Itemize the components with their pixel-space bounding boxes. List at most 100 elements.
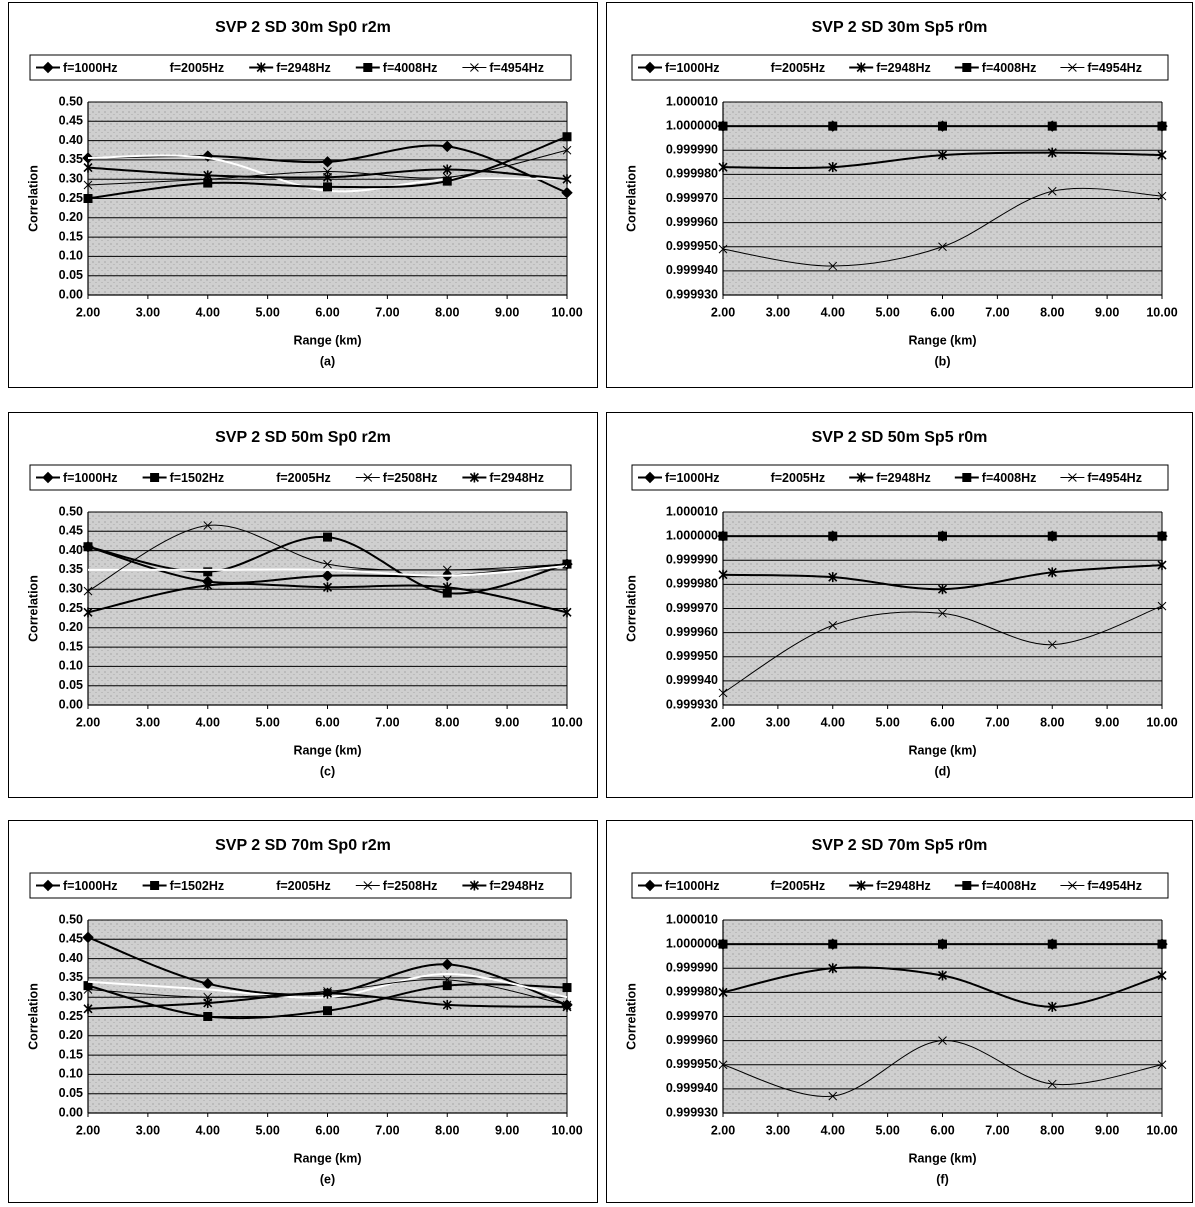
legend-label: f=4954Hz	[1087, 471, 1142, 485]
y-tick-label: 0.30	[59, 171, 83, 185]
x-tick-label: 10.00	[1146, 1123, 1177, 1137]
y-axis-label: Correlation	[26, 983, 40, 1050]
chart-panel: SVP 2 SD 30m Sp0 r2m 0.00 0.05 0.10 0.15 0.20…	[8, 2, 598, 388]
y-axis-label: Correlation	[26, 575, 40, 642]
data-point	[322, 988, 333, 999]
x-tick-label: 7.00	[985, 715, 1009, 729]
y-tick-label: 1.000010	[666, 94, 718, 108]
x-axis-label: Range (km)	[908, 743, 976, 757]
y-tick-label: 0.10	[59, 659, 83, 673]
data-point	[937, 584, 948, 595]
x-axis-label: Range (km)	[293, 1151, 361, 1165]
legend-symbol	[962, 473, 972, 482]
data-point	[562, 607, 572, 618]
data-point	[442, 164, 452, 175]
legend-label: f=2005Hz	[771, 471, 826, 485]
data-point	[562, 145, 572, 155]
y-tick-label: 0.15	[59, 639, 83, 653]
data-point	[83, 586, 93, 596]
x-tick-label: 3.00	[136, 715, 160, 729]
data-point	[442, 975, 452, 985]
x-tick-label: 5.00	[875, 715, 899, 729]
x-tick-label: 2.00	[711, 305, 735, 319]
y-tick-label: 0.35	[59, 152, 83, 166]
y-tick-label: 0.999980	[666, 167, 718, 181]
y-tick-label: 1.000010	[666, 504, 718, 518]
legend-label: f=1000Hz	[665, 471, 720, 485]
legend-label: f=4008Hz	[982, 879, 1037, 893]
y-axis-label: Correlation	[624, 165, 638, 232]
x-tick-label: 7.00	[375, 1123, 399, 1137]
panel-label: (f)	[936, 1172, 949, 1186]
legend-label: f=1000Hz	[665, 61, 720, 75]
y-tick-label: 0.10	[59, 249, 83, 263]
data-point	[323, 532, 332, 542]
chart-title: SVP 2 SD 30m Sp5 r0m	[812, 19, 988, 36]
legend-symbol	[856, 880, 866, 891]
legend-symbol	[470, 63, 479, 72]
x-tick-label: 5.00	[255, 305, 279, 319]
data-point	[718, 531, 728, 541]
data-point	[828, 621, 838, 630]
data-point	[718, 121, 728, 131]
y-tick-label: 0.999970	[666, 1009, 718, 1023]
x-tick-label: 7.00	[985, 305, 1009, 319]
y-tick-label: 1.000010	[666, 912, 718, 926]
y-tick-label: 0.15	[59, 1047, 83, 1061]
x-axis-label: Range (km)	[293, 333, 361, 347]
x-tick-label: 7.00	[985, 1123, 1009, 1137]
x-tick-label: 2.00	[76, 305, 100, 319]
y-tick-label: 0.999940	[666, 1081, 718, 1095]
y-tick-label: 0.05	[59, 1086, 83, 1100]
legend-label: f=2005Hz	[276, 879, 331, 893]
legend-label: f=4954Hz	[489, 61, 544, 75]
data-point	[323, 1006, 332, 1016]
chart-title: SVP 2 SD 50m Sp5 r0m	[812, 429, 988, 446]
legend-symbol	[150, 473, 160, 482]
x-tick-label: 6.00	[315, 1123, 339, 1137]
x-tick-label: 6.00	[930, 715, 954, 729]
legend-label: f=2508Hz	[383, 879, 438, 893]
y-tick-label: 0.25	[59, 601, 83, 615]
legend-label: f=2005Hz	[771, 879, 826, 893]
data-point	[322, 582, 333, 593]
x-tick-label: 8.00	[1040, 1123, 1064, 1137]
x-tick-label: 4.00	[821, 1123, 845, 1137]
x-tick-label: 5.00	[875, 305, 899, 319]
y-tick-label: 0.999980	[666, 985, 718, 999]
x-tick-label: 9.00	[1095, 305, 1119, 319]
y-tick-label: 0.999960	[666, 1033, 718, 1047]
data-point	[203, 178, 213, 188]
y-tick-label: 0.05	[59, 268, 83, 282]
legend-symbol	[1068, 473, 1077, 482]
legend-symbol	[42, 471, 54, 484]
legend-symbol	[469, 880, 479, 891]
chart-panel: SVP 2 SD 70m Sp5 r0m 0.999930 0.999940 0.99…	[606, 820, 1193, 1203]
legend-symbol	[42, 61, 54, 74]
data-point	[938, 939, 947, 949]
chart-title: SVP 2 SD 50m Sp0 r2m	[215, 429, 391, 446]
legend-label: f=2948Hz	[876, 471, 931, 485]
legend-label: f=4954Hz	[1087, 879, 1142, 893]
panel-label: (c)	[320, 764, 335, 778]
y-tick-label: 0.30	[59, 581, 83, 595]
y-tick-label: 0.999990	[666, 553, 718, 567]
data-point	[938, 121, 947, 131]
data-point	[1157, 121, 1167, 131]
data-point	[828, 572, 838, 583]
series-line	[87, 565, 568, 577]
data-point	[442, 582, 452, 593]
x-tick-label: 6.00	[315, 715, 339, 729]
data-point	[323, 559, 332, 569]
chart-panel: SVP 2 SD 50m Sp0 r2m 0.00 0.05 0.10 0.15 0.20…	[8, 412, 598, 798]
x-tick-label: 8.00	[1040, 715, 1064, 729]
y-tick-label: 0.00	[59, 287, 83, 301]
chart-panel: SVP 2 SD 50m Sp5 r0m 0.999930 0.999940 0.99…	[606, 412, 1193, 798]
x-tick-label: 3.00	[136, 1123, 160, 1137]
data-point	[1157, 191, 1167, 201]
x-tick-label: 9.00	[1095, 715, 1119, 729]
data-point	[203, 1012, 213, 1021]
data-point	[1047, 531, 1057, 541]
x-axis-label: Range (km)	[908, 1151, 976, 1165]
